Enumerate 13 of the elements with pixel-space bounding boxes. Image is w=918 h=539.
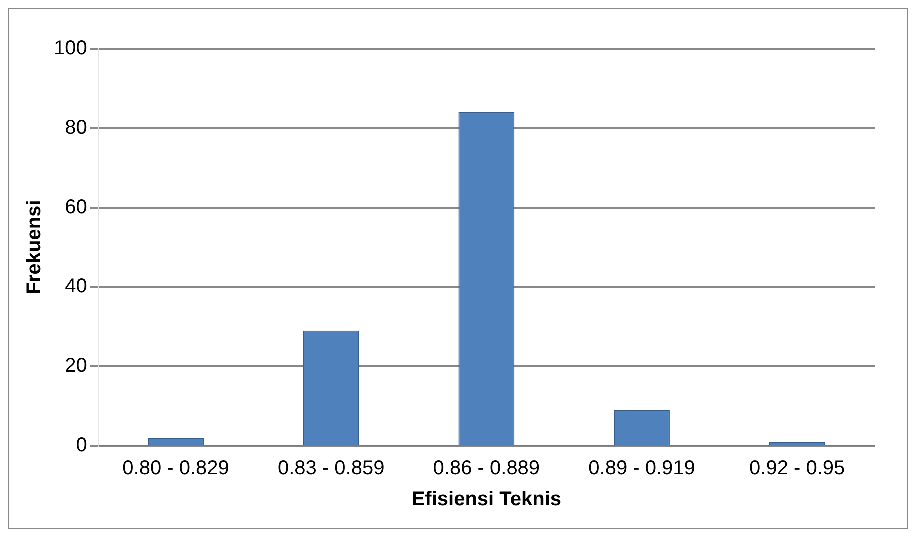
x-axis-title: Efisiensi Teknis: [412, 488, 562, 511]
x-tick-label: 0.83 - 0.859: [278, 458, 385, 480]
y-tick-label: 60: [65, 196, 88, 218]
x-tick-label: 0.80 - 0.829: [122, 458, 230, 480]
y-tick-label: 0: [76, 434, 88, 457]
y-tick-label: 40: [65, 276, 88, 298]
y-tick-label: 20: [65, 355, 88, 378]
y-tick-label: 100: [54, 38, 88, 60]
x-tick-label: 0.92 - 0.95: [750, 458, 846, 480]
y-tick-label: 80: [65, 116, 88, 139]
x-tick-label: 0.86 - 0.889: [433, 458, 540, 480]
x-tick-label: 0.89 - 0.919: [588, 458, 696, 480]
y-axis-title: Frekuensi: [24, 200, 46, 295]
